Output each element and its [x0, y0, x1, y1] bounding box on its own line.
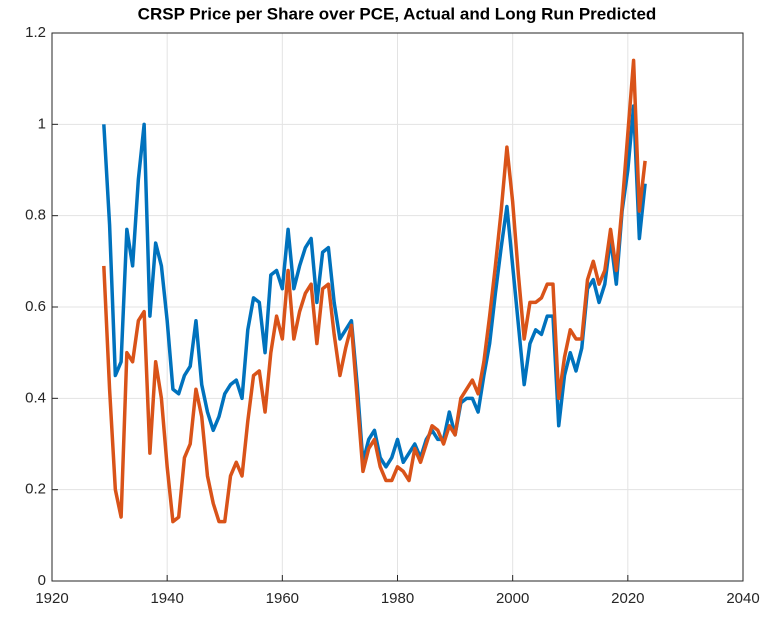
y-tick-label: 0.4	[25, 389, 46, 406]
y-tick-label: 0	[38, 572, 46, 589]
x-tick-label: 1960	[266, 590, 299, 607]
x-tick-label: 1920	[35, 590, 68, 607]
y-tick-label: 0.8	[25, 207, 46, 224]
y-tick-label: 1.2	[25, 24, 46, 41]
line-series	[102, 58, 647, 524]
x-tick-label: 2020	[611, 590, 644, 607]
x-tick-label: 1940	[150, 590, 183, 607]
plot-frame	[51, 32, 744, 582]
y-tick-label: 1	[38, 115, 46, 132]
x-tick-label: 2040	[726, 590, 759, 607]
y-tick-label: 0.6	[25, 298, 46, 315]
x-tick-label: 2000	[496, 590, 529, 607]
x-tick-label: 1980	[381, 590, 414, 607]
y-tick-label: 0.2	[25, 481, 46, 498]
chart-title: CRSP Price per Share over PCE, Actual an…	[138, 4, 657, 23]
